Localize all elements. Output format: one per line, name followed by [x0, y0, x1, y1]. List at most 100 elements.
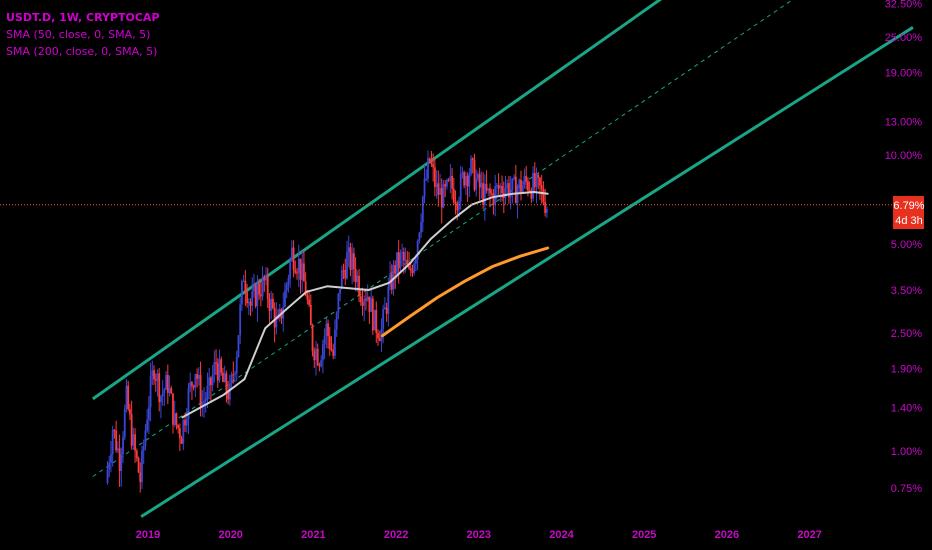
candle-body	[483, 183, 486, 205]
candle-body	[371, 298, 374, 331]
candle-body	[268, 298, 271, 311]
candle-body	[247, 301, 250, 304]
candle-body	[199, 374, 202, 406]
candle-body	[149, 376, 152, 408]
candle-body	[303, 263, 305, 282]
candle-body	[204, 399, 207, 402]
candle-body	[489, 188, 491, 194]
y-tick-label: 1.40%	[891, 403, 922, 415]
candle-body	[316, 348, 319, 365]
candle-body	[464, 175, 467, 186]
candle-body	[471, 158, 474, 161]
candle-body	[368, 296, 371, 312]
candle-body	[378, 338, 381, 341]
candle-body	[437, 183, 440, 195]
candle-body	[230, 374, 233, 384]
candle-body	[449, 175, 452, 181]
candle-body	[125, 385, 128, 409]
legend-sma50[interactable]: SMA (50, close, 0, SMA, 5)	[6, 28, 151, 41]
candle-body	[406, 259, 409, 267]
candle-body	[144, 430, 147, 447]
y-axis[interactable]: 32.50% 25.00% 19.00% 13.00% 10.00% 5.00% 3.50%…	[885, 0, 923, 495]
candle-body	[175, 413, 178, 426]
x-tick-label: 2019	[136, 529, 160, 541]
candle-body	[373, 309, 376, 331]
x-tick-label: 2020	[218, 529, 242, 541]
candle-body	[394, 265, 397, 274]
candle-body	[182, 419, 185, 444]
candle-body	[456, 203, 459, 211]
candle-body	[344, 270, 347, 279]
candle-body	[116, 448, 119, 451]
candle-body	[358, 275, 360, 297]
x-axis[interactable]: 2019 2020 2021 2022 2023 2024 2025 2026 2027	[136, 529, 822, 541]
candle-body	[459, 174, 462, 202]
candle-body	[208, 377, 211, 386]
candle-body	[351, 253, 354, 270]
candle-body	[160, 396, 162, 403]
candle-body	[349, 247, 352, 270]
candle-body	[242, 280, 245, 282]
candle-body	[425, 178, 428, 180]
candle-body	[433, 167, 436, 187]
x-tick-label: 2024	[549, 529, 574, 541]
y-tick-label: 0.75%	[891, 483, 922, 495]
candle-body	[132, 434, 135, 446]
candle-body	[423, 178, 426, 197]
y-tick-label: 25.00%	[885, 32, 923, 44]
candle-body	[384, 307, 386, 310]
candle-body	[539, 177, 541, 186]
candle-body	[256, 283, 259, 307]
y-tick-label: 1.00%	[891, 446, 922, 458]
candle-body	[220, 359, 223, 373]
candle-body	[330, 349, 333, 351]
candle-body	[192, 385, 195, 388]
candle-body	[420, 222, 422, 233]
candle-body	[216, 363, 219, 381]
candle-body	[409, 268, 412, 271]
candle-body	[321, 344, 324, 361]
candle-body	[115, 430, 118, 451]
candle-body	[259, 294, 262, 297]
candle-body	[354, 268, 357, 283]
candle-body	[185, 418, 188, 426]
candle-body	[389, 274, 391, 287]
candle-body	[447, 179, 450, 181]
candle-body	[521, 184, 524, 192]
x-tick-label: 2025	[632, 529, 656, 541]
candle-body	[278, 309, 281, 319]
candle-body	[156, 373, 159, 381]
moving-averages	[181, 191, 550, 419]
candle-body	[110, 453, 112, 463]
candle-body	[428, 158, 431, 161]
y-tick-label: 3.50%	[891, 285, 922, 297]
candle-body	[337, 293, 340, 313]
x-tick-label: 2026	[715, 529, 739, 541]
candle-body	[468, 174, 471, 187]
candle-body	[234, 373, 236, 375]
candle-body	[320, 360, 323, 367]
legend-symbol[interactable]: USDT.D, 1W, CRYPTOCAP	[6, 11, 160, 24]
candle-body	[206, 385, 209, 400]
candle-body	[254, 285, 257, 307]
candle-body	[187, 388, 190, 419]
y-tick-label: 19.00%	[885, 67, 923, 79]
candle-body	[401, 252, 404, 254]
y-tick-label: 10.00%	[885, 150, 923, 162]
x-tick-label: 2023	[467, 529, 491, 541]
candle-body	[163, 389, 166, 393]
candle-body	[211, 374, 214, 386]
candle-body	[490, 193, 493, 195]
candle-body	[318, 364, 321, 367]
candle-body	[377, 333, 379, 339]
price-tag: 6.79% 4d 3h	[893, 196, 925, 229]
candle-body	[399, 252, 402, 268]
candle-body	[134, 434, 136, 451]
channel-lower-line	[140, 26, 914, 518]
candle-body	[382, 309, 385, 329]
candle-body	[315, 348, 317, 361]
candle-body	[334, 329, 336, 356]
legend-sma200[interactable]: SMA (200, close, 0, SMA, 5)	[6, 45, 158, 58]
candle-body	[520, 179, 522, 192]
